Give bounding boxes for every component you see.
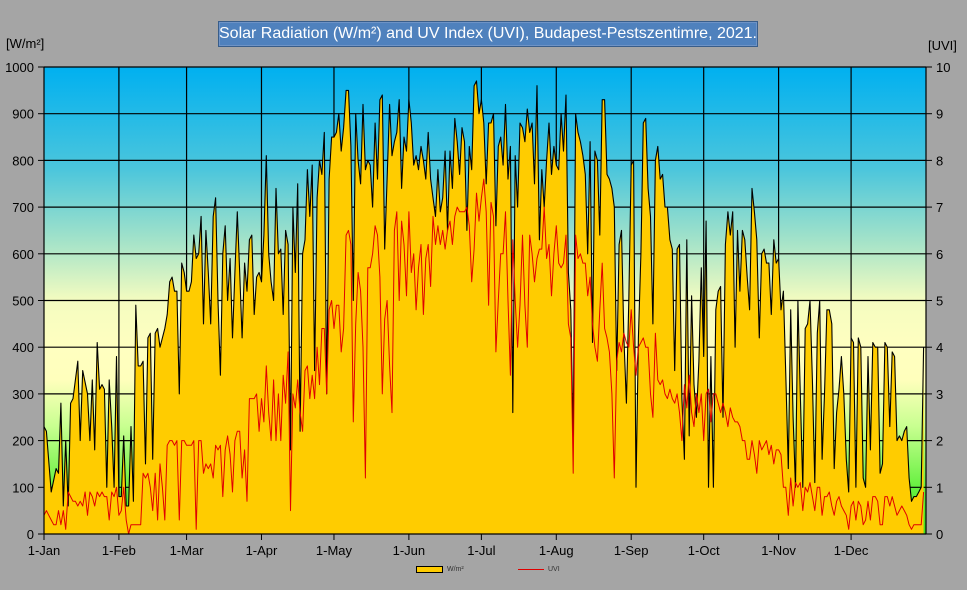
right-tick-label: 7 [936, 200, 943, 215]
legend-item-uvi: UVI [518, 566, 560, 573]
x-tick-label: 1-Feb [102, 543, 136, 558]
left-tick-label: 200 [12, 434, 34, 449]
left-tick-label: 300 [12, 387, 34, 402]
x-tick-label: 1-Jul [467, 543, 495, 558]
legend-label-uvi: UVI [548, 566, 560, 573]
left-tick-label: 800 [12, 153, 34, 168]
left-tick-label: 700 [12, 200, 34, 215]
x-tick-label: 1-May [316, 543, 353, 558]
x-tick-label: 1-Oct [688, 543, 720, 558]
left-tick-label: 600 [12, 247, 34, 262]
legend-swatch-solar [416, 566, 443, 573]
right-tick-label: 8 [936, 153, 943, 168]
x-tick-label: 1-Sep [614, 543, 649, 558]
x-tick-label: 1-Apr [246, 543, 278, 558]
right-tick-label: 4 [936, 340, 943, 355]
uvi-line [43, 178, 925, 535]
x-tick-label: 1-Mar [170, 543, 205, 558]
chart-title: Solar Radiation (W/m²) and UV Index (UVI… [218, 21, 758, 47]
x-tick-label: 1-Nov [761, 543, 796, 558]
right-tick-label: 1 [936, 480, 943, 495]
right-tick-label: 10 [936, 60, 950, 75]
right-tick-label: 9 [936, 107, 943, 122]
x-tick-label: 1-Aug [539, 543, 574, 558]
right-tick-label: 0 [936, 527, 943, 542]
legend: W/m² UVI [414, 566, 564, 578]
left-tick-label: 100 [12, 480, 34, 495]
left-tick-label: 1000 [5, 60, 34, 75]
x-tick-label: 1-Jun [393, 543, 426, 558]
legend-item-solar: W/m² [416, 566, 464, 573]
x-tick-label: 1-Jan [28, 543, 61, 558]
x-tick-label: 1-Dec [834, 543, 869, 558]
left-tick-label: 0 [27, 527, 34, 542]
left-tick-label: 900 [12, 107, 34, 122]
solar-line [43, 80, 925, 507]
legend-swatch-uvi [518, 569, 544, 570]
right-axis-unit: [UVI] [928, 38, 957, 53]
legend-label-solar: W/m² [447, 566, 464, 573]
right-tick-label: 6 [936, 247, 943, 262]
left-axis-unit: [W/m²] [6, 36, 45, 51]
right-tick-label: 3 [936, 387, 943, 402]
left-tick-label: 500 [12, 294, 34, 309]
right-tick-label: 2 [936, 434, 943, 449]
right-tick-label: 5 [936, 294, 943, 309]
left-tick-label: 400 [12, 340, 34, 355]
